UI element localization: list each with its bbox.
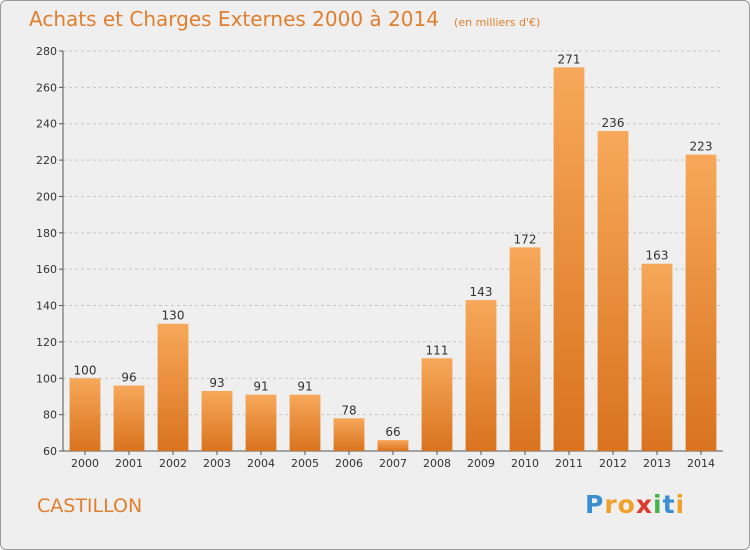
bar-value-label: 111 [426,343,449,357]
bar [157,323,189,451]
bar-value-label: 78 [341,403,356,417]
x-tick-label: 2006 [335,457,363,470]
bar [685,154,717,452]
y-tick-label: 180 [36,227,57,240]
y-tick-label: 160 [36,263,57,276]
axis-layer: 60 80 100 120 140 160 180 200 220 240 260 280 2000 20… [36,45,723,470]
x-tick-label: 2004 [247,457,275,470]
x-tick-label: 2005 [291,457,319,470]
x-tick-label: 2012 [599,457,627,470]
logo-letter: x [635,490,653,519]
y-tick-label: 260 [36,81,57,94]
bar-value-label: 163 [646,249,669,263]
bar [641,263,673,451]
bar [377,440,409,451]
y-tick-label: 80 [43,409,57,422]
x-tick-label: 2011 [555,457,583,470]
bar-value-label: 100 [74,363,97,377]
bar [553,67,585,451]
y-tick-label: 240 [36,118,57,131]
x-tick-label: 2007 [379,457,407,470]
bar-value-label: 143 [470,285,493,299]
y-tick-label: 280 [36,45,57,58]
y-tick-label: 200 [36,190,57,203]
bar-value-label: 130 [162,309,185,323]
bar-value-label: 172 [514,232,537,246]
x-tick-label: 2000 [71,457,99,470]
y-tick-label: 100 [36,372,57,385]
bar-value-label: 66 [385,425,400,439]
bar [113,385,145,451]
logo-letter: o [617,490,636,519]
bar [289,394,321,451]
x-tick-label: 2008 [423,457,451,470]
x-tick-label: 2013 [643,457,671,470]
title-row: Achats et Charges Externes 2000 à 2014 (… [29,7,540,31]
bar-value-label: 91 [253,380,268,394]
logo-letter: i [653,490,663,519]
x-tick-label: 2001 [115,457,143,470]
chart-title: Achats et Charges Externes 2000 à 2014 [29,7,439,31]
logo-letter: i [675,490,686,519]
bar [69,378,101,451]
y-tick-label: 220 [36,154,57,167]
y-tick-label: 140 [36,300,57,313]
bar [465,300,497,451]
bar [509,247,541,451]
bar [245,394,277,451]
bar [201,391,233,451]
municipality-name: CASTILLON [37,495,143,517]
x-tick-label: 2003 [203,457,231,470]
bar-value-label: 96 [121,371,136,385]
bar-value-label: 271 [558,52,581,66]
y-tick-label: 60 [43,445,57,458]
bar [421,358,453,451]
bar-value-label: 91 [297,380,312,394]
bar-value-label: 223 [690,140,713,154]
x-tick-label: 2009 [467,457,495,470]
logo-letter: r [604,490,618,519]
y-tick-label: 120 [36,336,57,349]
bar-value-label: 236 [602,116,625,130]
x-tick-label: 2010 [511,457,539,470]
label-layer: 100 96 130 93 91 91 78 66 111 143 172 271 236 163 223 [74,52,713,439]
bar-value-label: 93 [209,376,224,390]
bar-layer [69,67,717,452]
bar [333,418,365,451]
proxiti-logo[interactable]: Proxiti [585,490,685,519]
x-tick-label: 2002 [159,457,187,470]
logo-letter: t [662,490,676,519]
bar [597,131,629,451]
x-tick-label: 2014 [687,457,715,470]
logo-letter: P [585,490,605,519]
chart-subtitle: (en milliers d'€) [454,16,541,29]
